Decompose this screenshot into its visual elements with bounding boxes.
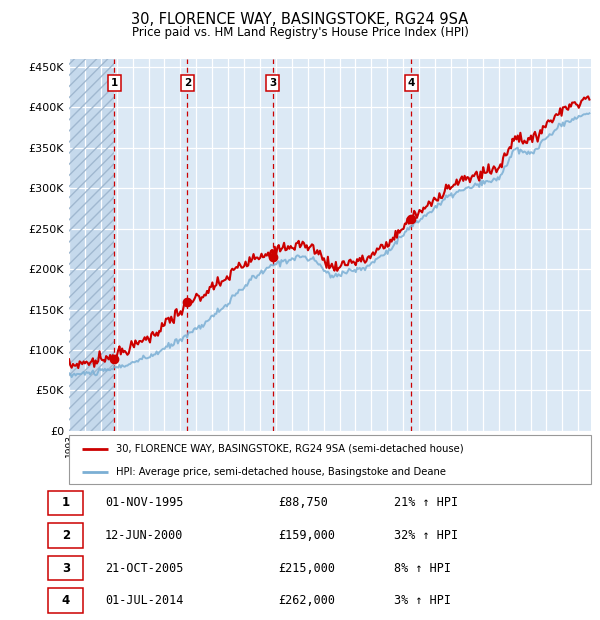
FancyBboxPatch shape (49, 490, 83, 515)
Text: £159,000: £159,000 (278, 529, 335, 542)
Text: £215,000: £215,000 (278, 562, 335, 575)
Text: 12-JUN-2000: 12-JUN-2000 (105, 529, 184, 542)
Text: 21% ↑ HPI: 21% ↑ HPI (394, 497, 458, 510)
Text: 01-JUL-2014: 01-JUL-2014 (105, 594, 184, 607)
Text: HPI: Average price, semi-detached house, Basingstoke and Deane: HPI: Average price, semi-detached house,… (116, 466, 446, 477)
Text: £262,000: £262,000 (278, 594, 335, 607)
Text: 1: 1 (62, 497, 70, 510)
FancyBboxPatch shape (49, 523, 83, 548)
Bar (69, 59, 114, 431)
Text: 3% ↑ HPI: 3% ↑ HPI (394, 594, 451, 607)
Text: 3: 3 (62, 562, 70, 575)
Text: 2: 2 (184, 78, 191, 88)
Text: 32% ↑ HPI: 32% ↑ HPI (394, 529, 458, 542)
Text: 30, FLORENCE WAY, BASINGSTOKE, RG24 9SA (semi-detached house): 30, FLORENCE WAY, BASINGSTOKE, RG24 9SA … (116, 444, 464, 454)
Text: Price paid vs. HM Land Registry's House Price Index (HPI): Price paid vs. HM Land Registry's House … (131, 26, 469, 39)
FancyBboxPatch shape (49, 556, 83, 580)
FancyBboxPatch shape (69, 435, 591, 484)
Text: 30, FLORENCE WAY, BASINGSTOKE, RG24 9SA: 30, FLORENCE WAY, BASINGSTOKE, RG24 9SA (131, 12, 469, 27)
FancyBboxPatch shape (49, 588, 83, 613)
Text: £88,750: £88,750 (278, 497, 328, 510)
Text: 3: 3 (269, 78, 277, 88)
Text: 01-NOV-1995: 01-NOV-1995 (105, 497, 184, 510)
Text: 21-OCT-2005: 21-OCT-2005 (105, 562, 184, 575)
Text: 4: 4 (407, 78, 415, 88)
Text: 8% ↑ HPI: 8% ↑ HPI (394, 562, 451, 575)
Text: 4: 4 (62, 594, 70, 607)
Bar (69, 59, 114, 431)
Text: 1: 1 (110, 78, 118, 88)
Text: 2: 2 (62, 529, 70, 542)
